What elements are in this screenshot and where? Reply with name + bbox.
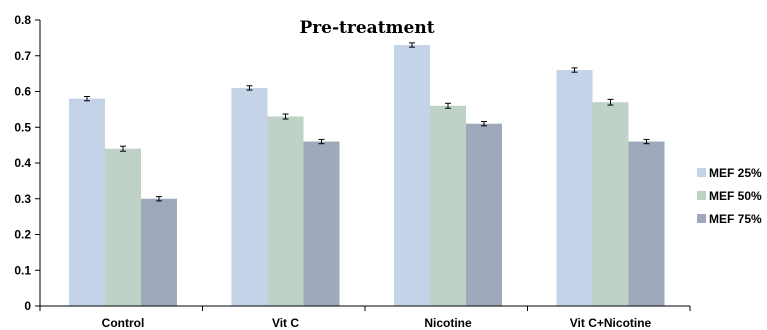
legend-item: MEF 25% [697,166,762,180]
y-tick-label: 0 [24,299,31,313]
y-tick-label: 0.7 [14,49,31,63]
x-tick-label: Vit C+Nicotine [570,316,652,330]
x-tick-label: Control [102,316,145,330]
bar [141,198,177,306]
legend: MEF 25% MEF 50% MEF 75% [697,166,762,226]
bar [466,123,502,306]
y-tick-label: 0.8 [14,13,31,27]
bar [556,70,593,306]
error-bar [571,67,578,73]
legend-label: MEF 50% [709,189,762,203]
axes-layer: 0 0.1 0.2 0.3 0.4 0.5 0.6 0.7 0.8 Control Vit C Nic… [14,13,691,330]
y-tick-label: 0.4 [14,156,31,170]
bar [105,148,141,306]
error-bar [607,98,614,106]
error-bar [84,96,90,102]
bar [592,102,629,306]
x-tick-label: Vit C [272,316,299,330]
legend-swatch [697,214,706,223]
y-tick-label: 0.3 [14,192,31,206]
error-bar [409,42,415,48]
y-tick-label: 0.2 [14,228,31,242]
bars-layer [69,42,665,307]
bar [394,45,430,307]
error-bar [481,121,487,127]
legend-swatch [697,191,706,200]
chart-title: Pre-treatment [299,18,434,38]
bar [430,105,466,306]
legend-label: MEF 75% [709,212,762,226]
y-tick-label: 0.1 [14,263,31,277]
y-tick-label: 0.6 [14,85,31,99]
bar [628,141,665,306]
legend-swatch [697,168,706,177]
error-bar [318,138,325,145]
error-bar [643,138,650,145]
error-bar [282,113,289,120]
bar [267,116,304,307]
legend-label: MEF 25% [709,166,762,180]
error-bar [246,85,253,91]
legend-item: MEF 50% [697,189,762,203]
y-tick-label: 0.5 [14,120,31,134]
legend-item: MEF 75% [697,212,762,226]
error-bar [156,196,162,202]
x-tick-label: Nicotine [424,316,472,330]
error-bar [445,102,451,109]
bar [231,87,268,306]
bar [303,141,340,306]
bar [69,98,105,307]
error-bar [120,145,126,152]
